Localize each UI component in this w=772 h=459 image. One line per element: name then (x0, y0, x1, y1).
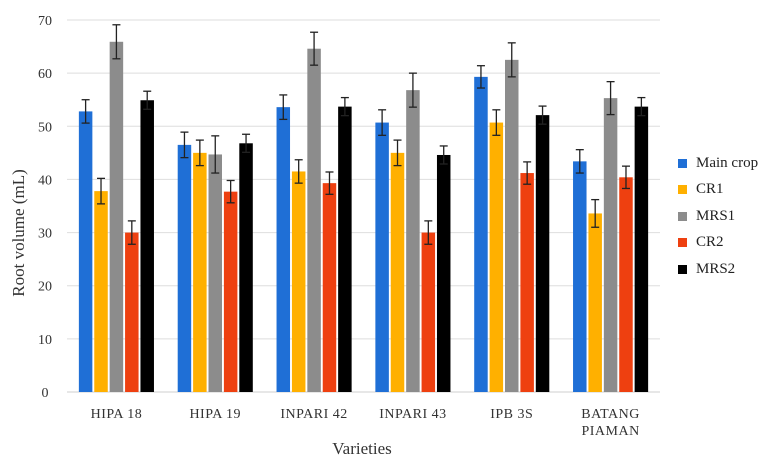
bar-cr1 (193, 152, 207, 392)
bar-main-crop (78, 111, 93, 393)
bar-mrs2 (436, 154, 451, 392)
bar-cr1 (390, 152, 405, 392)
bar-mrs2 (239, 143, 253, 392)
gridlines (67, 19, 660, 393)
bar-mrs1 (406, 90, 420, 393)
y-tick-label: 40 (38, 173, 52, 188)
bar-mrs2 (634, 106, 649, 392)
error-bars (81, 24, 646, 245)
legend-swatch (678, 158, 687, 168)
bar-cr2 (421, 232, 436, 392)
legend-swatch (678, 238, 687, 248)
x-tick-label: PIAMAN (581, 424, 639, 439)
bar-mrs1 (109, 41, 124, 392)
legend-label: MRS1 (696, 207, 736, 224)
y-tick-label: 30 (38, 227, 52, 242)
bar-mrs2 (535, 115, 550, 392)
x-tick-label: INPARI 43 (379, 407, 446, 422)
x-tick-label: BATANG (581, 407, 640, 422)
bar-main-crop (276, 107, 291, 392)
legend-swatch (678, 211, 687, 221)
y-tick-label: 60 (38, 67, 52, 82)
bar-main-crop (375, 122, 389, 393)
legend-label: CR1 (696, 181, 724, 198)
bar-mrs1 (208, 154, 222, 392)
bar-main-crop (474, 76, 488, 392)
legend-label: MRS2 (696, 260, 736, 277)
bar-main-crop (177, 144, 192, 392)
bar-main-crop (573, 161, 587, 392)
y-axis-ticks: 0 10 20 30 40 50 60 70 (38, 14, 52, 401)
y-tick-label: 10 (38, 333, 52, 348)
bar-cr2 (619, 177, 633, 392)
y-tick-label: 0 (42, 386, 49, 401)
legend-label: Main crop (696, 154, 759, 171)
legend: Main crop CR1 MRS1 CR2 MRS2 (678, 150, 758, 283)
bar-cr2 (125, 232, 139, 392)
y-tick-label: 20 (38, 280, 52, 295)
legend-item: Main crop (678, 150, 758, 177)
bar-cr1 (489, 122, 504, 393)
x-tick-label: INPARI 42 (280, 407, 347, 422)
bar-mrs2 (140, 100, 154, 392)
bar-cr1 (94, 191, 108, 392)
legend-swatch (678, 185, 687, 195)
bars (78, 41, 649, 393)
x-axis-label: Varieties (332, 439, 391, 458)
x-tick-label: HIPA 19 (189, 407, 241, 422)
bar-mrs1 (603, 98, 618, 393)
bar-cr1 (588, 213, 602, 392)
y-axis-label: Root volume (mL) (9, 169, 28, 296)
bar-mrs2 (338, 106, 352, 392)
x-axis-ticks: HIPA 18 HIPA 19 INPARI 42 INPARI 43 IPB 3S BA… (91, 407, 640, 439)
bar-cr2 (223, 191, 238, 392)
bar-cr2 (520, 173, 534, 392)
legend-item: MRS2 (678, 256, 758, 283)
bar-mrs1 (307, 48, 321, 392)
bar-cr2 (322, 183, 337, 392)
bar-mrs1 (505, 59, 519, 392)
x-tick-label: HIPA 18 (91, 407, 143, 422)
bar-cr1 (291, 171, 306, 392)
legend-swatch (678, 264, 687, 274)
x-tick-label: IPB 3S (490, 407, 533, 422)
legend-label: CR2 (696, 234, 724, 251)
legend-item: MRS1 (678, 203, 758, 230)
y-tick-label: 70 (38, 14, 52, 29)
legend-item: CR1 (678, 177, 758, 204)
y-tick-label: 50 (38, 120, 52, 135)
legend-item: CR2 (678, 230, 758, 257)
